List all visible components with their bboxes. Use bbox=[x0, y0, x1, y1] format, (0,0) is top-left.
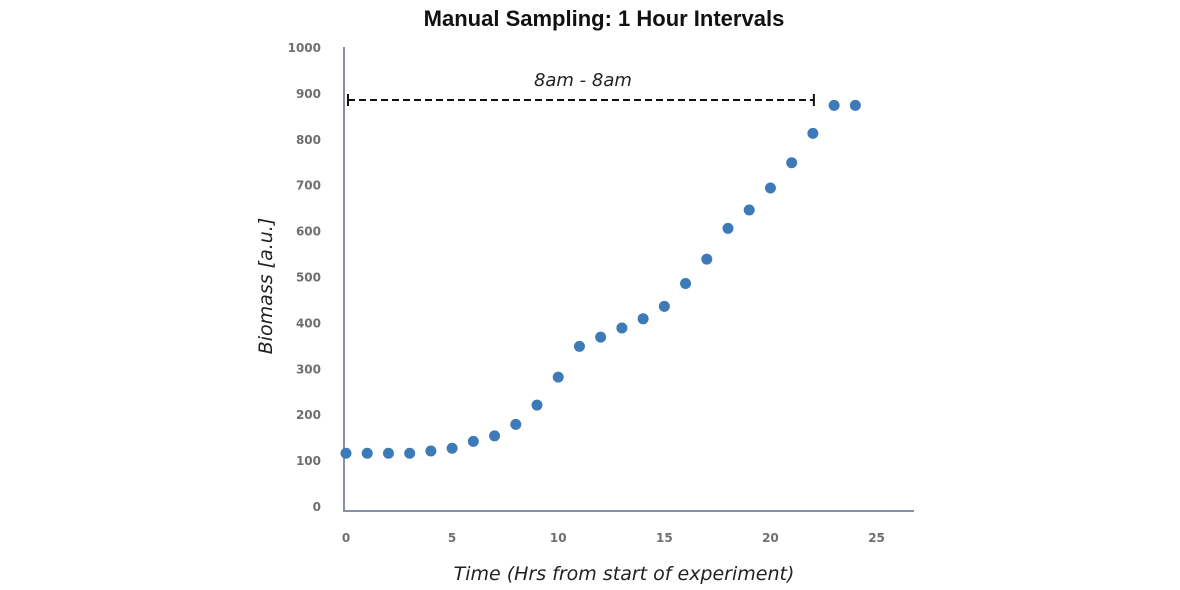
x-tick-label: 10 bbox=[550, 531, 567, 545]
x-axis-label: Time (Hrs from start of experiment) bbox=[454, 563, 795, 585]
data-point bbox=[425, 445, 437, 457]
data-point bbox=[743, 204, 755, 216]
data-points bbox=[340, 99, 861, 459]
y-tick-label: 1000 bbox=[288, 41, 321, 55]
data-point bbox=[510, 418, 522, 430]
data-point bbox=[658, 300, 670, 312]
y-tick-label: 500 bbox=[296, 271, 321, 285]
data-point bbox=[404, 447, 416, 459]
data-point bbox=[552, 371, 564, 383]
x-tick-label: 15 bbox=[656, 531, 673, 545]
annotation-label: 8am - 8am bbox=[534, 70, 632, 91]
data-point bbox=[722, 222, 734, 234]
data-point bbox=[446, 442, 458, 454]
y-tick-label: 600 bbox=[296, 225, 321, 239]
y-tick-label: 0 bbox=[313, 500, 321, 514]
data-point bbox=[701, 253, 713, 265]
data-point bbox=[828, 99, 840, 111]
data-point bbox=[637, 313, 649, 325]
y-tick-label: 900 bbox=[296, 87, 321, 101]
data-point bbox=[361, 447, 373, 459]
y-tick-label: 800 bbox=[296, 133, 321, 147]
x-tick-label: 0 bbox=[342, 531, 350, 545]
data-point bbox=[764, 182, 776, 194]
data-point bbox=[489, 430, 501, 442]
x-tick-labels: 0 5 10 15 20 25 bbox=[342, 531, 885, 545]
x-tick-label: 25 bbox=[868, 531, 885, 545]
y-axis-label: Biomass [a.u.] bbox=[255, 218, 277, 355]
data-point bbox=[531, 399, 543, 411]
data-point bbox=[616, 322, 628, 334]
data-point bbox=[595, 331, 607, 343]
data-point bbox=[573, 340, 585, 352]
data-point bbox=[467, 435, 479, 447]
y-tick-label: 700 bbox=[296, 179, 321, 193]
x-tick-label: 5 bbox=[448, 531, 456, 545]
data-point bbox=[807, 127, 819, 139]
time-range-annotation: 8am - 8am bbox=[347, 70, 815, 106]
data-point bbox=[382, 447, 394, 459]
y-tick-label: 400 bbox=[296, 316, 321, 330]
y-tick-label: 200 bbox=[296, 408, 321, 422]
data-point bbox=[786, 157, 798, 169]
data-point bbox=[680, 277, 692, 289]
y-tick-label: 300 bbox=[296, 362, 321, 376]
x-tick-label: 20 bbox=[762, 531, 779, 545]
y-tick-labels: 0 100 200 300 400 500 600 700 800 900 1000 bbox=[288, 41, 321, 514]
data-point bbox=[849, 99, 861, 111]
data-point bbox=[340, 447, 352, 459]
chart-title: Manual Sampling: 1 Hour Intervals bbox=[424, 6, 785, 31]
y-tick-label: 100 bbox=[296, 454, 321, 468]
